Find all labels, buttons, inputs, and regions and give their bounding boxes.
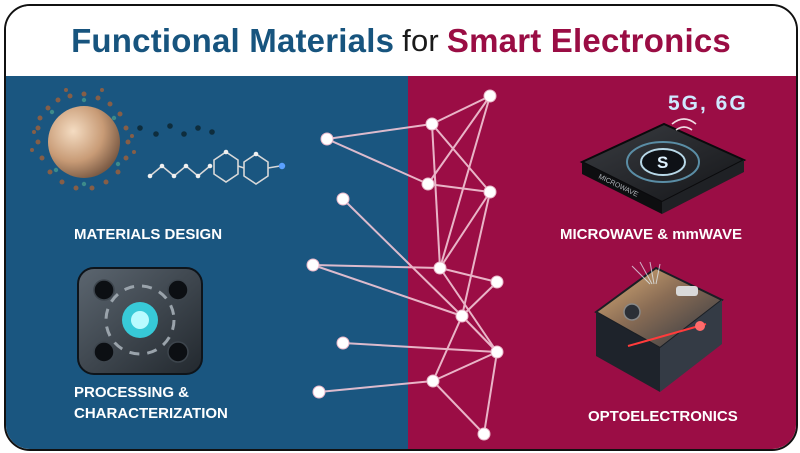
- label-processing-line-1: PROCESSING &: [74, 384, 190, 401]
- network-nodes: [306, 89, 504, 441]
- nanoparticle-molecule-icon: [30, 88, 286, 191]
- label-processing-line-2: CHARACTERIZATION: [74, 405, 228, 422]
- figure-title: Functional Materials for Smart Electroni…: [6, 6, 796, 76]
- label-microwave: MICROWAVE & mmWAVE: [560, 226, 742, 243]
- label-processing-characterization: PROCESSING & CHARACTERIZATION: [74, 382, 228, 424]
- device-tag: 5G, 6G: [668, 92, 748, 115]
- connection-network: [312, 95, 498, 435]
- title-part-2: for: [402, 23, 439, 58]
- svg-text:S: S: [657, 153, 668, 172]
- photonic-chip-icon: [594, 261, 724, 392]
- title-part-1: Functional Materials: [71, 22, 395, 59]
- title-part-3: Smart Electronics: [446, 22, 731, 59]
- label-materials-design: MATERIALS DESIGN: [74, 226, 223, 243]
- microwave-chip-icon: S: [579, 118, 747, 214]
- right-panel: [408, 76, 796, 449]
- gear-cycle-icon: [77, 267, 203, 375]
- label-optoelectronics: OPTOELECTRONICS: [588, 408, 738, 425]
